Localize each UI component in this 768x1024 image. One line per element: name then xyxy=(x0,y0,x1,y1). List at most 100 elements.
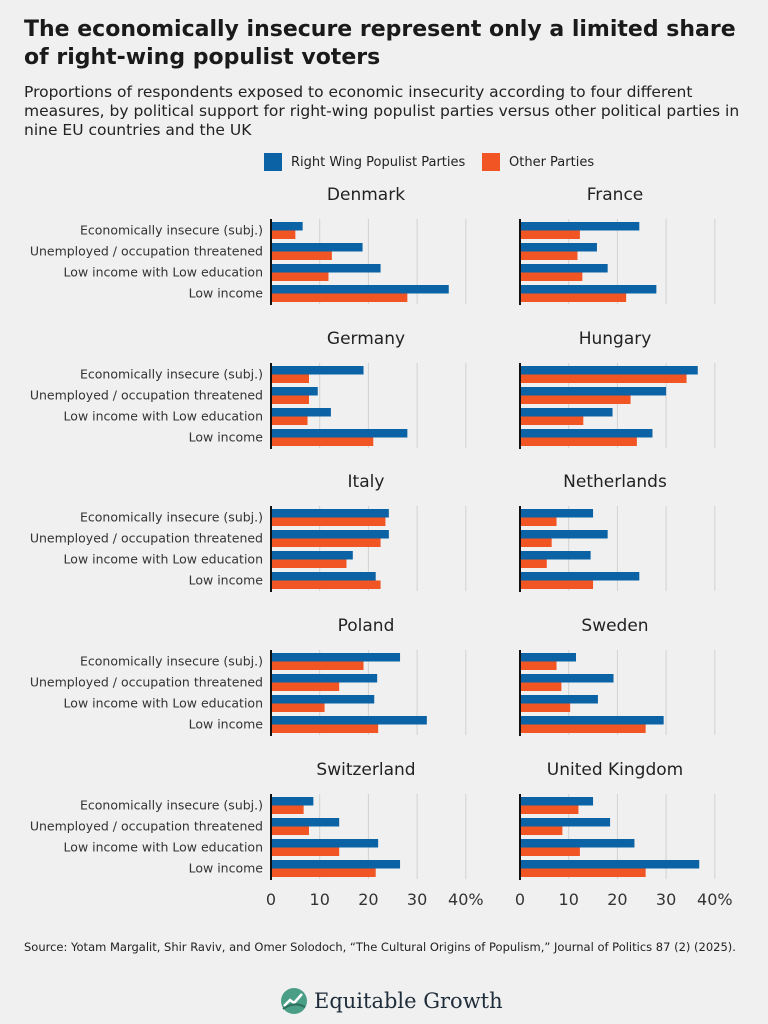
category-label-switzerland-economically-insecure-subj: Economically insecure (subj.) xyxy=(80,798,263,813)
bar-hungary-economically-insecure-subj-right-wing xyxy=(520,366,698,375)
category-label-denmark-unemployed-occupation-threatened: Unemployed / occupation threatened xyxy=(30,244,263,259)
panel-title-united-kingdom: United Kingdom xyxy=(547,760,683,780)
category-label-denmark-low-income: Low income xyxy=(189,286,264,301)
x-tick-switzerland-40: 40% xyxy=(448,890,484,909)
bar-italy-low-income-right-wing xyxy=(271,572,376,581)
category-label-italy-low-income: Low income xyxy=(189,573,264,588)
bar-switzerland-unemployed-occupation-threatened-right-wing xyxy=(271,818,340,827)
bar-switzerland-low-income-other xyxy=(271,868,376,877)
bar-sweden-low-income-with-low-education-other xyxy=(520,703,571,712)
bar-italy-economically-insecure-subj-other xyxy=(271,517,386,526)
bar-netherlands-economically-insecure-subj-right-wing xyxy=(520,509,594,518)
bar-italy-low-income-other xyxy=(271,580,381,589)
bar-hungary-unemployed-occupation-threatened-right-wing xyxy=(520,387,667,396)
bar-united-kingdom-unemployed-occupation-threatened-right-wing xyxy=(520,818,611,827)
bar-france-low-income-with-low-education-other xyxy=(520,272,583,281)
category-label-italy-economically-insecure-subj: Economically insecure (subj.) xyxy=(80,510,263,525)
category-label-germany-low-income: Low income xyxy=(189,430,264,445)
bar-sweden-unemployed-occupation-threatened-other xyxy=(520,682,562,691)
category-label-switzerland-unemployed-occupation-threatened: Unemployed / occupation threatened xyxy=(30,819,263,834)
panel-title-hungary: Hungary xyxy=(579,329,652,349)
bar-netherlands-low-income-with-low-education-other xyxy=(520,559,547,568)
x-tick-united-kingdom-40: 40% xyxy=(697,890,733,909)
category-label-poland-low-income-with-low-education: Low income with Low education xyxy=(64,696,263,711)
bar-poland-low-income-right-wing xyxy=(271,716,427,725)
category-label-germany-economically-insecure-subj: Economically insecure (subj.) xyxy=(80,367,263,382)
bar-denmark-low-income-with-low-education-other xyxy=(271,272,329,281)
bar-sweden-economically-insecure-subj-other xyxy=(520,661,557,670)
bar-hungary-low-income-right-wing xyxy=(520,429,653,438)
bar-denmark-unemployed-occupation-threatened-other xyxy=(271,251,332,260)
small-multiples-chart: Denmark Economically insecure (subj.) Unem… xyxy=(30,185,733,909)
bar-united-kingdom-unemployed-occupation-threatened-other xyxy=(520,826,563,835)
panel-title-italy: Italy xyxy=(348,472,385,492)
bar-france-economically-insecure-subj-other xyxy=(520,230,580,239)
bar-poland-low-income-with-low-education-right-wing xyxy=(271,695,375,704)
bar-netherlands-low-income-other xyxy=(520,580,594,589)
bar-switzerland-economically-insecure-subj-other xyxy=(271,805,304,814)
bar-denmark-low-income-with-low-education-right-wing xyxy=(271,264,381,273)
logo-text: Equitable Growth xyxy=(314,989,503,1013)
bar-hungary-unemployed-occupation-threatened-other xyxy=(520,395,631,404)
bar-netherlands-unemployed-occupation-threatened-other xyxy=(520,538,552,547)
bar-switzerland-unemployed-occupation-threatened-other xyxy=(271,826,309,835)
bar-netherlands-economically-insecure-subj-other xyxy=(520,517,557,526)
bar-france-unemployed-occupation-threatened-right-wing xyxy=(520,243,597,252)
bar-sweden-unemployed-occupation-threatened-right-wing xyxy=(520,674,614,683)
bar-france-unemployed-occupation-threatened-other xyxy=(520,251,578,260)
x-tick-switzerland-20: 20 xyxy=(358,890,378,909)
bar-united-kingdom-low-income-other xyxy=(520,868,646,877)
bar-switzerland-economically-insecure-subj-right-wing xyxy=(271,797,314,806)
bar-denmark-economically-insecure-subj-other xyxy=(271,230,296,239)
bar-sweden-low-income-right-wing xyxy=(520,716,664,725)
bar-france-economically-insecure-subj-right-wing xyxy=(520,222,640,231)
bar-poland-low-income-other xyxy=(271,724,379,733)
category-label-germany-unemployed-occupation-threatened: Unemployed / occupation threatened xyxy=(30,388,263,403)
page-title: The economically insecure represent only… xyxy=(24,17,736,70)
legend-label-other: Other Parties xyxy=(509,154,595,170)
x-tick-united-kingdom-30: 30 xyxy=(656,890,676,909)
bar-sweden-economically-insecure-subj-right-wing xyxy=(520,653,577,662)
bar-united-kingdom-economically-insecure-subj-right-wing xyxy=(520,797,594,806)
bar-switzerland-low-income-with-low-education-other xyxy=(271,847,340,856)
bar-switzerland-low-income-with-low-education-right-wing xyxy=(271,839,379,848)
panel-title-netherlands: Netherlands xyxy=(563,472,667,492)
panel-title-denmark: Denmark xyxy=(327,185,405,205)
bar-germany-low-income-with-low-education-other xyxy=(271,416,308,425)
bar-united-kingdom-economically-insecure-subj-other xyxy=(520,805,579,814)
category-label-switzerland-low-income-with-low-education: Low income with Low education xyxy=(64,840,263,855)
x-tick-switzerland-10: 10 xyxy=(310,890,330,909)
category-label-switzerland-low-income: Low income xyxy=(189,861,264,876)
panel-title-sweden: Sweden xyxy=(581,616,648,636)
x-tick-switzerland-0: 0 xyxy=(266,890,276,909)
bar-hungary-low-income-other xyxy=(520,437,637,446)
legend-label-right-wing: Right Wing Populist Parties xyxy=(291,154,466,170)
bar-denmark-low-income-other xyxy=(271,293,408,302)
bar-italy-low-income-with-low-education-right-wing xyxy=(271,551,353,560)
bar-hungary-economically-insecure-subj-other xyxy=(520,374,687,383)
bar-denmark-economically-insecure-subj-right-wing xyxy=(271,222,303,231)
panel-title-france: France xyxy=(587,185,644,205)
bar-germany-economically-insecure-subj-right-wing xyxy=(271,366,364,375)
bar-germany-economically-insecure-subj-other xyxy=(271,374,309,383)
x-tick-switzerland-30: 30 xyxy=(407,890,427,909)
brand-logo: Equitable Growth xyxy=(280,986,503,1016)
x-tick-united-kingdom-20: 20 xyxy=(607,890,627,909)
bar-united-kingdom-low-income-right-wing xyxy=(520,860,700,869)
bar-poland-unemployed-occupation-threatened-right-wing xyxy=(271,674,378,683)
bar-switzerland-low-income-right-wing xyxy=(271,860,401,869)
panel-title-germany: Germany xyxy=(327,329,405,349)
bar-italy-low-income-with-low-education-other xyxy=(271,559,347,568)
bar-netherlands-low-income-with-low-education-right-wing xyxy=(520,551,591,560)
bar-italy-unemployed-occupation-threatened-other xyxy=(271,538,381,547)
bar-netherlands-unemployed-occupation-threatened-right-wing xyxy=(520,530,608,539)
bar-germany-low-income-right-wing xyxy=(271,429,408,438)
bar-united-kingdom-low-income-with-low-education-right-wing xyxy=(520,839,635,848)
page-subtitle: Proportions of respondents exposed to ec… xyxy=(24,83,740,139)
bar-netherlands-low-income-right-wing xyxy=(520,572,640,581)
bar-united-kingdom-low-income-with-low-education-other xyxy=(520,847,580,856)
chart-legend: Right Wing Populist Parties Other Partie… xyxy=(0,153,768,173)
bar-sweden-low-income-with-low-education-right-wing xyxy=(520,695,598,704)
legend-swatch-other xyxy=(482,153,500,171)
x-tick-united-kingdom-10: 10 xyxy=(559,890,579,909)
